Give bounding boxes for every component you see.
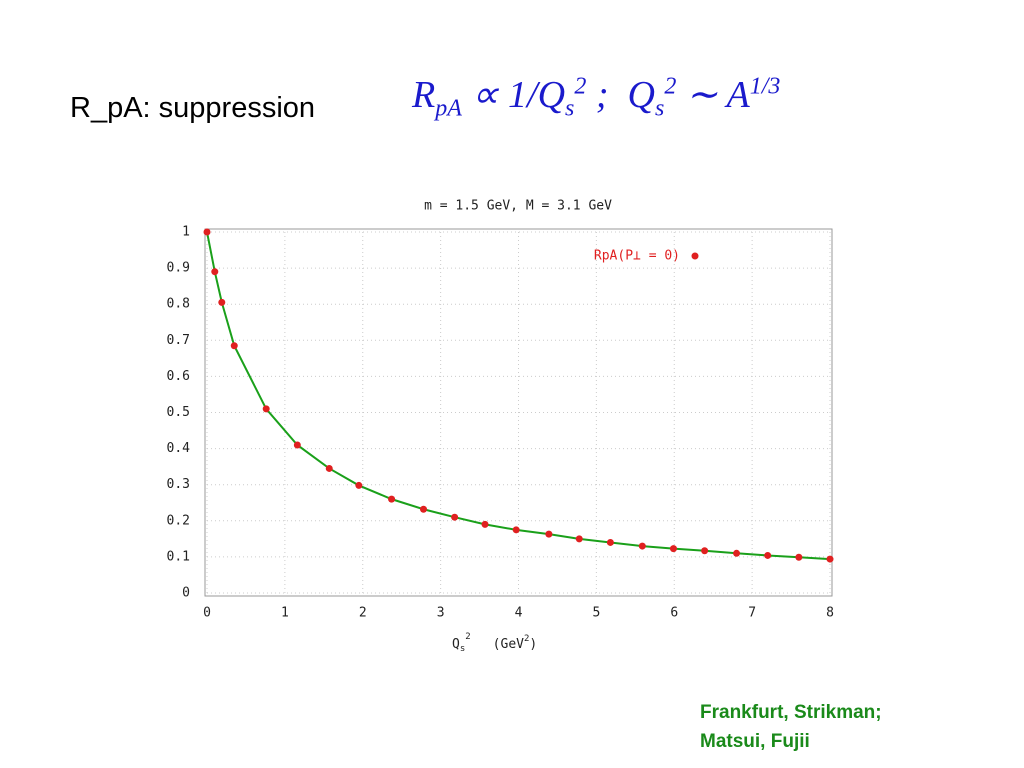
- formula-part: ∼ A: [676, 74, 750, 116]
- x-tick-label: 4: [515, 606, 523, 621]
- data-point: [512, 526, 520, 534]
- data-point: [826, 555, 834, 563]
- x-label-part: Q: [452, 637, 460, 652]
- legend-label: RpA(P⊥ = 0): [594, 249, 680, 264]
- y-tick-label: 0.9: [167, 261, 190, 276]
- x-tick-label: 5: [592, 606, 600, 621]
- data-point: [481, 520, 489, 528]
- slide-title: R_pA: suppression: [70, 92, 316, 124]
- formula-sup: 2: [574, 73, 587, 100]
- y-tick-label: 0.7: [167, 333, 190, 348]
- data-point: [355, 481, 363, 489]
- data-point: [262, 405, 270, 413]
- formula-part: R: [412, 74, 436, 116]
- chart-title: m = 1.5 GeV, M = 3.1 GeV: [424, 199, 612, 214]
- x-label-sup: 2: [465, 632, 470, 642]
- citation: Frankfurt, Strikman; Matsui, Fujii: [700, 698, 882, 756]
- data-point: [701, 547, 709, 555]
- x-tick-label: 6: [670, 606, 678, 621]
- formula-part: ; Q: [586, 74, 655, 116]
- data-point: [293, 441, 301, 449]
- formula-part: ∝ 1/Q: [461, 74, 566, 116]
- y-tick-label: 0: [182, 586, 190, 601]
- formula-sup: 2: [664, 73, 677, 100]
- y-tick-label: 0.6: [167, 369, 190, 384]
- data-point: [795, 553, 803, 561]
- formula-sub: pA: [435, 95, 462, 122]
- x-label-sub: s: [460, 644, 465, 654]
- data-point: [606, 538, 614, 546]
- data-point: [218, 298, 226, 306]
- data-point: [733, 549, 741, 557]
- y-tick-label: 0.3: [167, 477, 190, 492]
- x-label-part: (GeV: [493, 637, 524, 652]
- x-tick-label: 3: [437, 606, 445, 621]
- y-tick-label: 0.8: [167, 297, 190, 312]
- x-axis-label: Qs2 (GeV2): [452, 632, 537, 654]
- data-point: [419, 505, 427, 513]
- fit-curve: [206, 231, 831, 561]
- legend-marker: [691, 252, 699, 260]
- data-point: [230, 342, 238, 350]
- x-label-sup: 2: [524, 634, 529, 644]
- data-point: [325, 464, 333, 472]
- formula-sub: s: [565, 95, 575, 122]
- x-tick-label: 2: [359, 606, 367, 621]
- plot-frame: [204, 228, 833, 597]
- citation-line: Frankfurt, Strikman;: [700, 702, 882, 723]
- formula-sub: s: [655, 95, 665, 122]
- y-tick-label: 0.4: [167, 441, 191, 456]
- data-point: [638, 542, 646, 550]
- data-point: [545, 530, 553, 538]
- formula-sup: 1/3: [749, 73, 781, 100]
- y-tick-label: 0.5: [167, 405, 190, 420]
- y-tick-label: 0.1: [167, 549, 190, 564]
- data-point: [764, 551, 772, 559]
- data-point: [203, 228, 211, 236]
- x-tick-label: 0: [203, 606, 211, 621]
- y-tick-label: 0.2: [167, 513, 190, 528]
- citation-line: Matsui, Fujii: [700, 731, 810, 752]
- x-tick-label: 8: [826, 606, 834, 621]
- data-point: [388, 495, 396, 503]
- data-point: [669, 545, 677, 553]
- x-tick-label: 1: [281, 606, 289, 621]
- data-point: [451, 513, 459, 521]
- data-point: [575, 535, 583, 543]
- data-point: [211, 268, 219, 276]
- x-label-part: ): [529, 637, 537, 652]
- x-tick-label: 7: [748, 606, 756, 621]
- y-tick-label: 1: [182, 225, 190, 240]
- formula: RpA ∝ 1/Qs2 ; Qs2 ∼ A1/3: [412, 72, 780, 123]
